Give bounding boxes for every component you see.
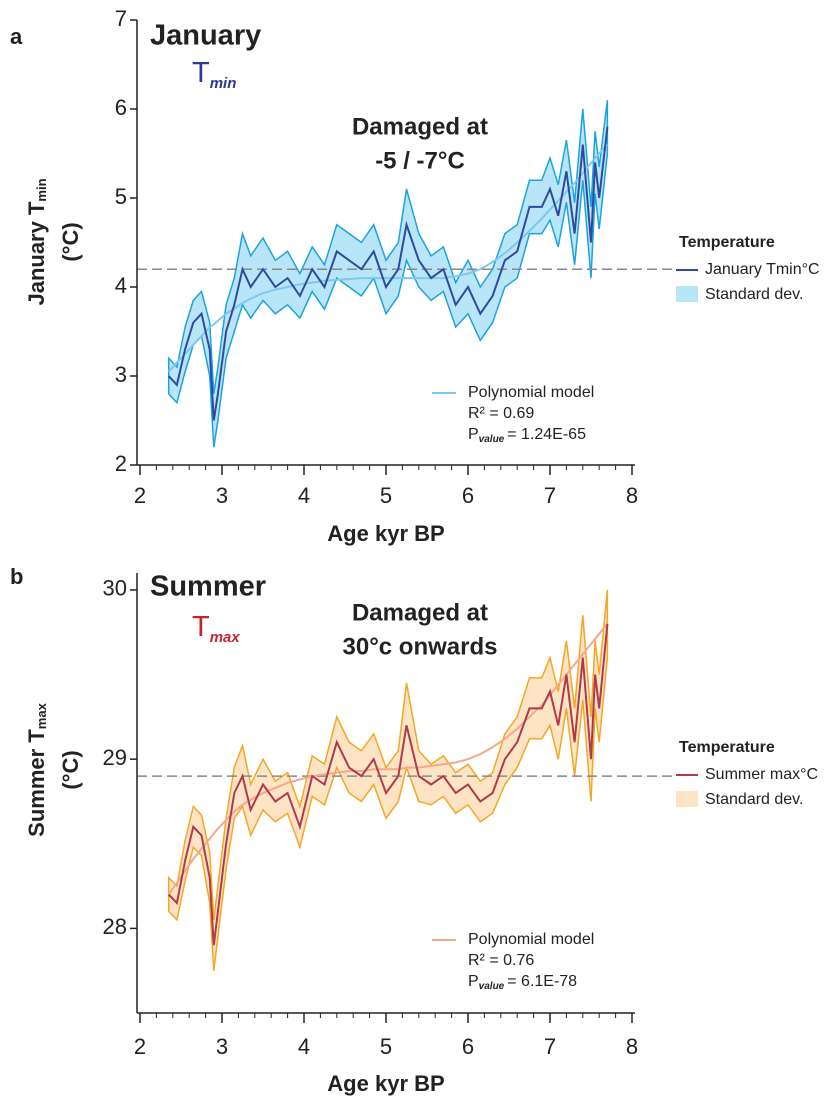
x-tick-label: 5 — [380, 483, 392, 508]
legend-label: January Tmin°C — [705, 261, 820, 278]
y-tick-label: 6 — [115, 95, 127, 120]
model-label: Polynomial model — [468, 931, 594, 948]
x-tick-label: 6 — [462, 1034, 474, 1059]
x-tick-label: 2 — [134, 1034, 146, 1059]
x-tick-label: 8 — [626, 1034, 638, 1059]
x-tick-label: 8 — [626, 483, 638, 508]
y-tick-label: 2 — [115, 451, 127, 476]
x-tick-label: 6 — [462, 483, 474, 508]
x-tick-label: 4 — [298, 1034, 310, 1059]
p-symbol: P — [468, 426, 479, 443]
y-tick-label: 5 — [115, 184, 127, 209]
y-axis-unit: (°C) — [58, 222, 83, 261]
y-tick-label: 3 — [115, 362, 127, 387]
x-tick-label: 3 — [216, 1034, 228, 1059]
title-subscript: max — [210, 629, 241, 646]
annotation: Damaged at — [352, 113, 488, 140]
model-label: Polynomial model — [468, 384, 594, 401]
x-axis-label: Age kyr BP — [327, 521, 444, 546]
y-tick-label: 7 — [115, 6, 127, 31]
p-text: = 6.1E-78 — [507, 973, 577, 990]
panel-label: a — [10, 24, 23, 49]
panel-label: b — [10, 564, 23, 589]
panel-title: Summer — [150, 571, 266, 603]
y-tick-label: 30 — [103, 576, 127, 601]
mean-line — [167, 623, 609, 946]
model-r2: R² = 0.69 — [468, 405, 534, 422]
x-axis-label: Age kyr BP — [327, 1071, 444, 1096]
annotation: 30°c onwards — [343, 633, 498, 660]
y-tick-label: 4 — [115, 273, 127, 298]
legend-title: Temperature — [679, 234, 775, 251]
title-symbol: T — [192, 611, 210, 643]
y-label-sub: min — [34, 178, 49, 201]
model-p: Pvalue = 6.1E-78 — [468, 973, 577, 991]
p-symbol: P — [468, 973, 479, 990]
sd-band — [167, 589, 609, 971]
y-tick-label: 28 — [103, 914, 127, 939]
legend-label: Summer max°C — [705, 766, 818, 783]
polynomial-line — [167, 623, 609, 896]
legend-swatch — [676, 286, 698, 302]
mean-line — [167, 126, 609, 421]
p-subscript: value — [479, 981, 505, 992]
panel-title-symbol: Tmin — [192, 57, 236, 92]
y-label-sub: max — [34, 702, 49, 729]
sd-band — [167, 100, 609, 448]
y-axis-label: January Tmin — [24, 178, 50, 305]
p-text: = 1.24E-65 — [507, 426, 586, 443]
title-symbol: T — [192, 57, 210, 89]
x-tick-label: 7 — [544, 1034, 556, 1059]
y-tick-label: 29 — [103, 745, 127, 770]
legend-title: Temperature — [679, 739, 775, 756]
panel-title: January — [150, 20, 261, 52]
legend-label: Standard dev. — [705, 791, 803, 808]
x-tick-label: 5 — [380, 1034, 392, 1059]
legend-swatch — [676, 791, 698, 807]
legend-label: Standard dev. — [705, 286, 803, 303]
y-label-main: Summer T — [24, 729, 49, 837]
annotation: -5 / -7°C — [375, 147, 465, 174]
x-tick-label: 2 — [134, 483, 146, 508]
x-tick-label: 7 — [544, 483, 556, 508]
p-subscript: value — [479, 434, 505, 445]
title-subscript: min — [210, 75, 237, 92]
y-label-main: January T — [24, 201, 49, 305]
model-p: Pvalue = 1.24E-65 — [468, 426, 586, 444]
y-axis-unit: (°C) — [58, 750, 83, 789]
x-tick-label: 4 — [298, 483, 310, 508]
panel-title-symbol: Tmax — [192, 611, 240, 646]
y-axis-label: Summer Tmax — [24, 702, 50, 836]
model-r2: R² = 0.76 — [468, 952, 534, 969]
annotation: Damaged at — [352, 599, 488, 626]
x-tick-label: 3 — [216, 483, 228, 508]
